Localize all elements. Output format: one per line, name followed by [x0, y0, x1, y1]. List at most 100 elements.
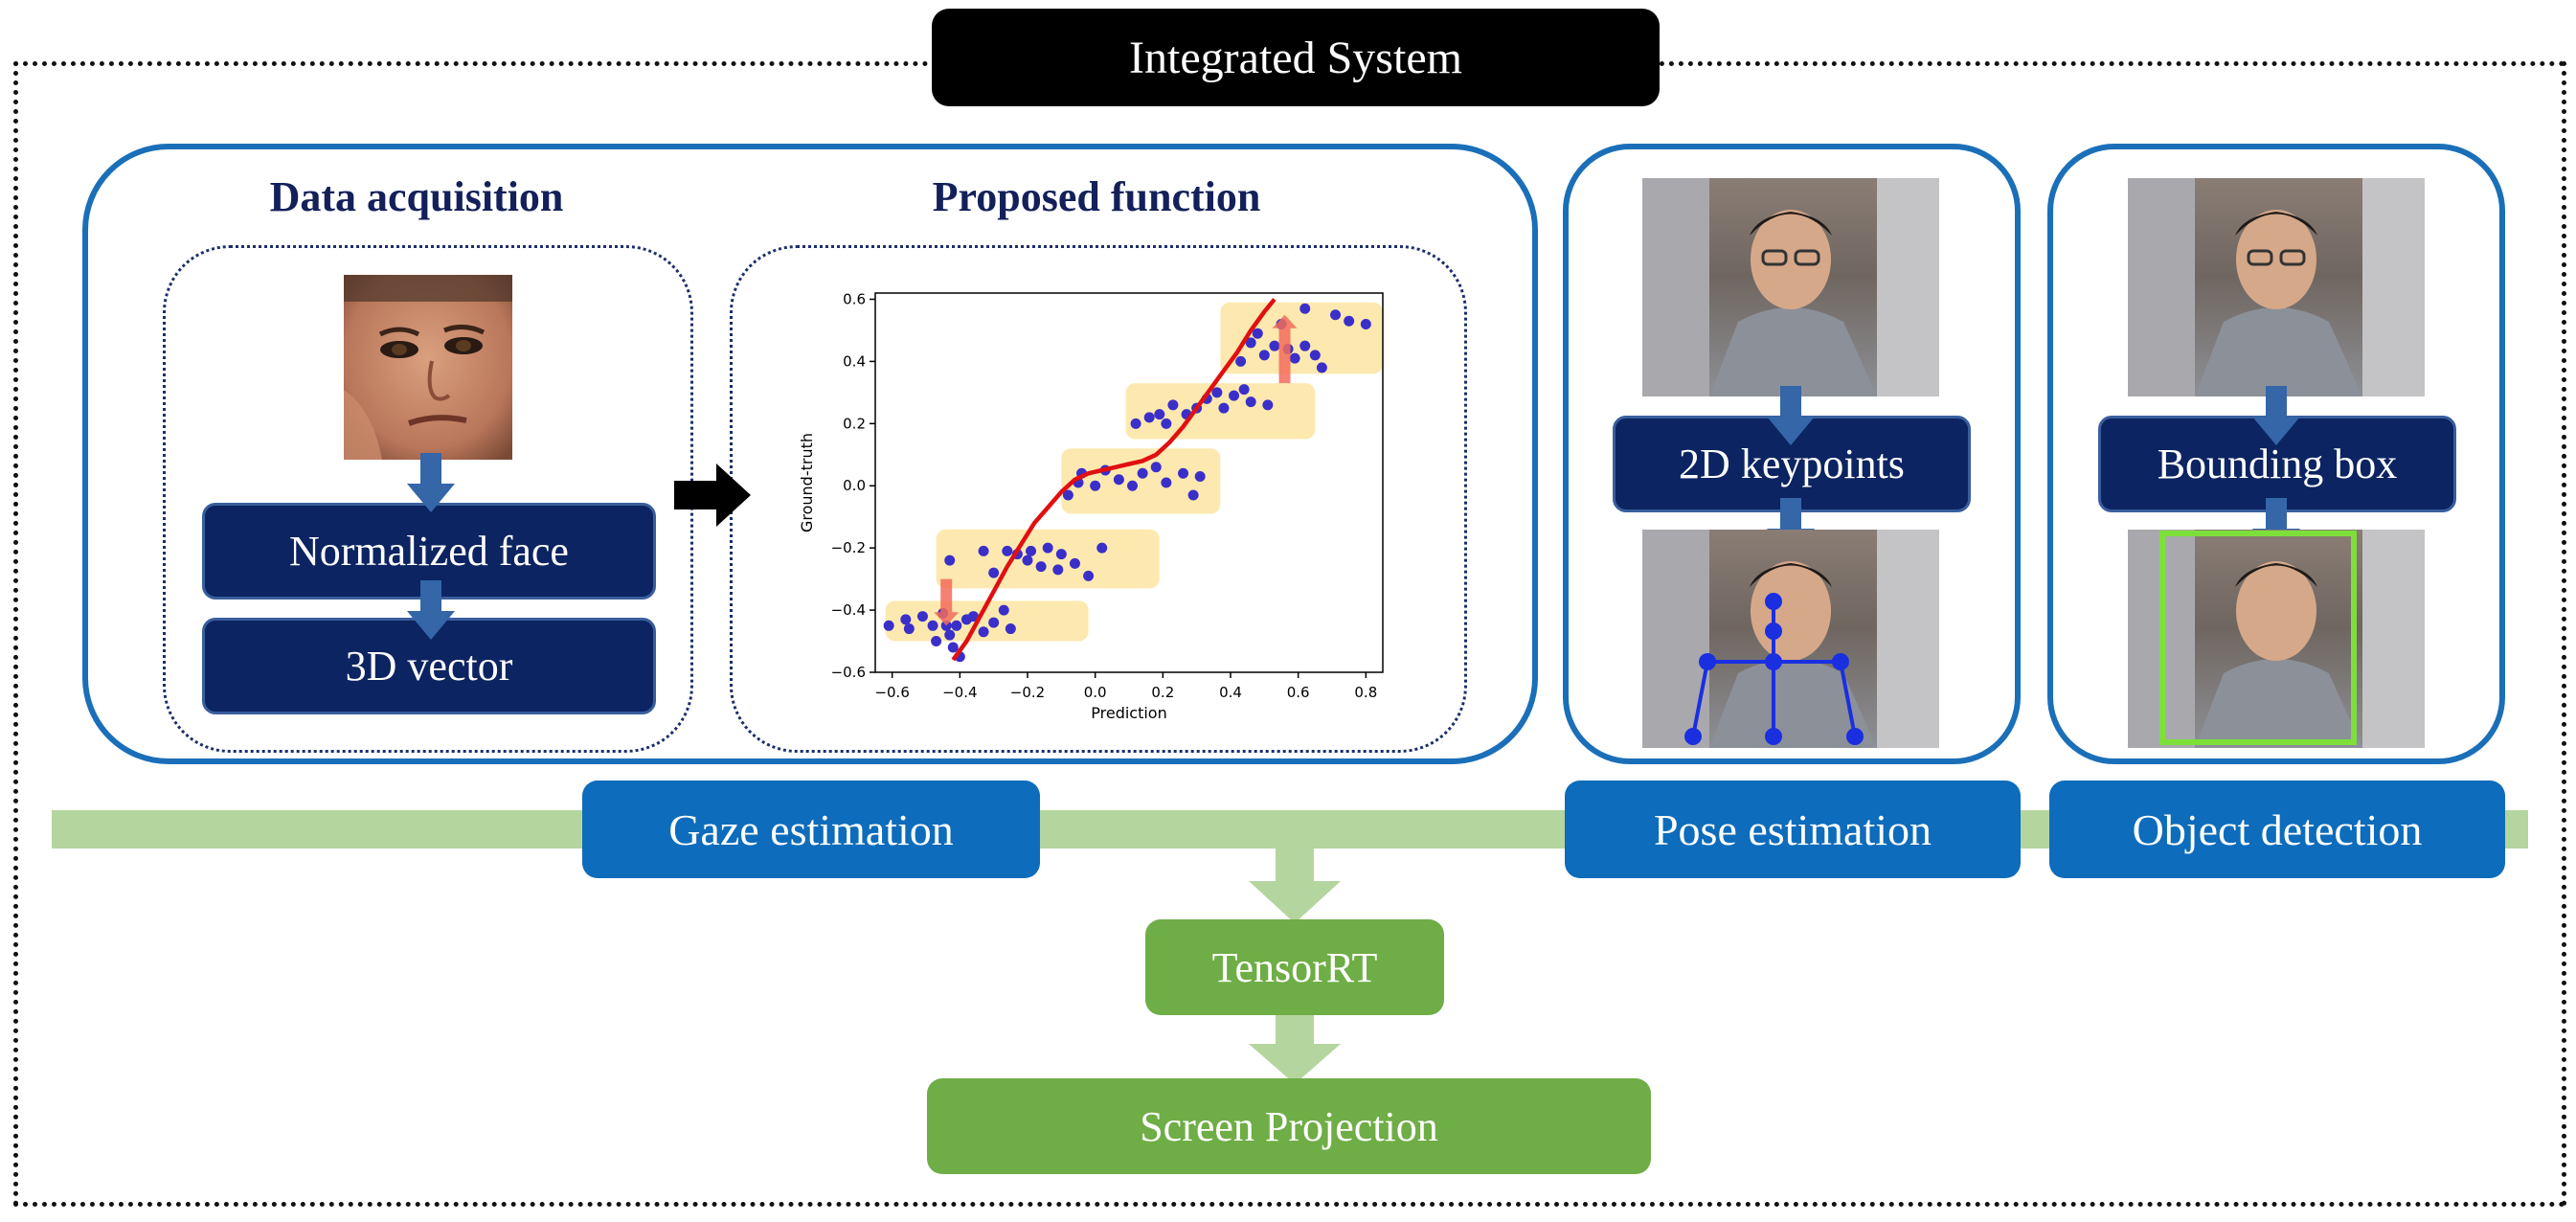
data-point	[1002, 545, 1013, 556]
data-point	[1229, 390, 1240, 401]
data-point	[978, 626, 989, 638]
down-arrow-icon	[1249, 1013, 1341, 1084]
data-point	[1143, 412, 1155, 423]
data-point	[1055, 549, 1067, 560]
shift-arrow-icon	[1272, 314, 1298, 384]
data-point	[1052, 564, 1064, 576]
data-point	[1130, 418, 1141, 429]
y-axis-label: Ground-truth	[798, 433, 816, 532]
y-tick-label: −0.6	[831, 664, 866, 681]
data-point	[940, 620, 952, 631]
data-point	[978, 545, 989, 556]
data-point	[988, 567, 1000, 578]
data-point	[1289, 352, 1300, 364]
data-point	[1238, 384, 1250, 396]
bounding-box-rect	[2159, 531, 2357, 745]
pose-skeleton-photo	[1642, 530, 1939, 748]
data-point	[1245, 396, 1256, 408]
x-axis-label: Prediction	[1091, 704, 1166, 722]
data-point	[1194, 471, 1206, 483]
down-arrow-icon	[407, 453, 455, 512]
highlight-band	[885, 600, 1089, 642]
data-point	[951, 620, 962, 631]
data-point	[1235, 355, 1247, 367]
data-point	[1150, 462, 1162, 473]
gaze-estimation-box: Gaze estimation	[582, 781, 1040, 878]
data-point	[998, 604, 1009, 616]
data-point	[1245, 337, 1256, 349]
data-point	[1005, 623, 1016, 635]
data-point	[1083, 570, 1095, 581]
data-point	[1042, 542, 1053, 554]
x-tick-label: −0.4	[942, 684, 977, 701]
person-photo	[1642, 178, 1939, 396]
right-arrow-icon	[674, 464, 751, 527]
data-point	[1022, 554, 1033, 566]
x-tick-label: 0.2	[1151, 684, 1174, 701]
data-point	[1360, 318, 1371, 329]
data-point	[927, 620, 938, 631]
proposed-function-chart: −0.6 −0.4 −0.2 0.0 0.2 0.4 0.6 0.8 −0.6 −0.4 −0.2 0…	[798, 290, 1384, 722]
shift-arrow-icon	[934, 578, 960, 626]
data-point	[1161, 477, 1172, 488]
x-tick-label: 0.8	[1354, 684, 1377, 701]
data-point	[1211, 387, 1223, 398]
data-point	[916, 611, 928, 622]
y-tick-label: −0.4	[831, 601, 866, 619]
y-tick-label: −0.2	[831, 539, 866, 556]
data-point	[903, 623, 915, 635]
data-point	[944, 629, 956, 641]
object-detection-box: Object detection	[2049, 781, 2505, 878]
fitted-curve	[951, 298, 1277, 662]
data-point	[1137, 467, 1148, 479]
tensorrt-box: TensorRT	[1145, 919, 1444, 1015]
data-point	[1035, 561, 1047, 573]
data-point	[1316, 362, 1327, 373]
data-point	[1161, 418, 1172, 429]
data-point	[1069, 557, 1080, 569]
data-point	[967, 611, 979, 622]
data-point	[1127, 480, 1139, 491]
data-point	[1113, 474, 1124, 486]
data-point	[1167, 399, 1179, 411]
data-point	[1299, 340, 1311, 351]
data-point	[944, 554, 956, 566]
data-point	[1026, 545, 1037, 556]
data-point	[1096, 542, 1108, 554]
down-arrow-icon	[1249, 849, 1341, 923]
y-tick-label: 0.0	[843, 477, 866, 494]
x-tick-label: 0.4	[1219, 684, 1242, 701]
data-acquisition-title: Data acquisition	[269, 173, 564, 220]
object-photo	[2128, 178, 2425, 396]
data-point	[1252, 328, 1263, 339]
x-tick-label: −0.2	[1010, 684, 1045, 701]
highlight-band	[1061, 448, 1221, 514]
face-image	[344, 275, 512, 460]
pose-estimation-box: Pose estimation	[1565, 781, 2021, 878]
data-point	[883, 620, 894, 631]
y-tick-label: 0.4	[843, 352, 866, 370]
data-point	[1090, 480, 1101, 491]
data-point	[1330, 309, 1342, 321]
data-point	[1178, 467, 1189, 479]
y-tick-label: 0.6	[843, 290, 866, 307]
data-point	[1262, 399, 1274, 411]
highlight-band	[936, 529, 1160, 589]
x-tick-label: −0.6	[874, 684, 909, 701]
data-point	[947, 642, 959, 653]
data-point	[1218, 402, 1230, 414]
proposed-function-title: Proposed function	[932, 173, 1261, 220]
y-tick-label: 0.2	[843, 415, 866, 432]
down-arrow-icon	[407, 580, 455, 640]
data-point	[1309, 350, 1321, 361]
data-point	[900, 614, 912, 625]
data-point	[1269, 340, 1280, 351]
x-tick-label: 0.6	[1287, 684, 1310, 701]
plot-area	[874, 292, 1384, 673]
data-point	[1062, 489, 1073, 501]
data-point	[1344, 315, 1355, 327]
down-arrow-icon	[2252, 386, 2300, 445]
data-point	[1154, 409, 1165, 420]
system-title: Integrated System	[932, 9, 1660, 106]
data-point	[988, 617, 1000, 628]
